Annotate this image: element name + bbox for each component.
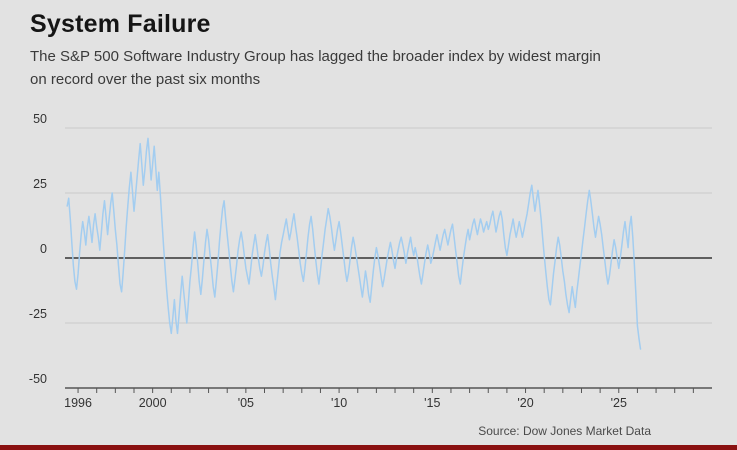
y-tick-label: 50 <box>33 112 47 126</box>
y-tick-label: 25 <box>33 177 47 191</box>
chart-title: System Failure <box>30 10 211 38</box>
y-tick-label: -25 <box>29 307 47 321</box>
x-tick-label: '05 <box>238 396 254 410</box>
x-tick-label: '10 <box>331 396 347 410</box>
y-tick-label: 0 <box>40 242 47 256</box>
chart-subtitle: The S&P 500 Software Industry Group has … <box>30 48 601 88</box>
x-tick-label: '25 <box>611 396 627 410</box>
x-tick-label: 1996 <box>64 396 92 410</box>
series-line <box>66 137 642 350</box>
x-tick-label: 2000 <box>139 396 167 410</box>
y-tick-label: -50 <box>29 372 47 386</box>
chart-source-credit: Source: Dow Jones Market Data <box>478 424 651 438</box>
x-tick-label: '20 <box>517 396 533 410</box>
bottom-accent-bar <box>0 445 737 450</box>
x-tick-label: '15 <box>424 396 440 410</box>
